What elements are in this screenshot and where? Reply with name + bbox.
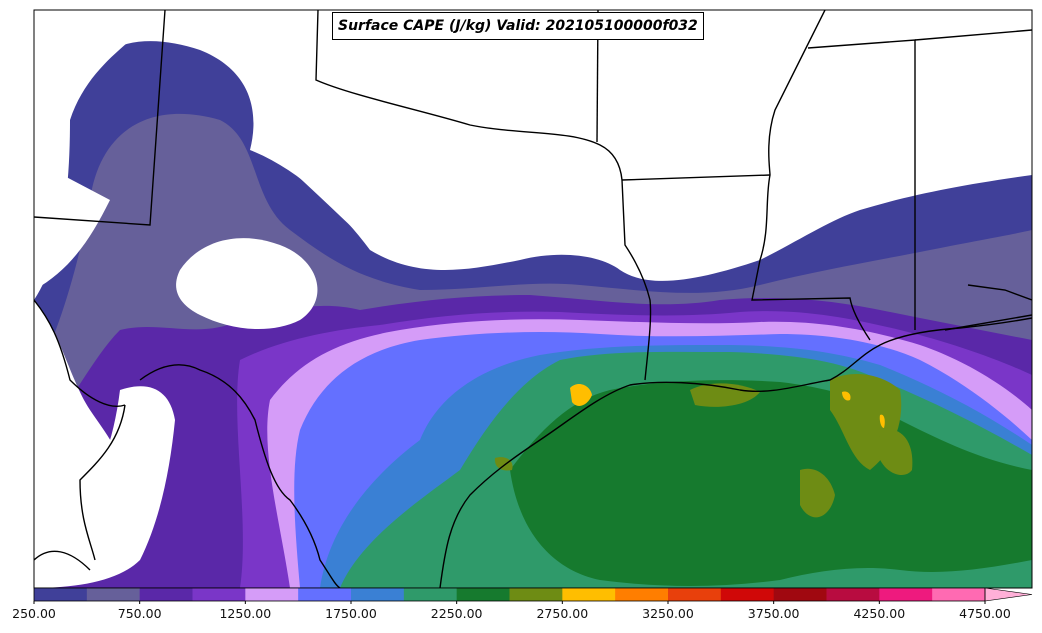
colorbar-tick-label: 4750.00	[959, 606, 1011, 621]
colorbar-tick-label: 4250.00	[853, 606, 906, 621]
cape-band-2500	[494, 457, 513, 471]
state-line-ar-la	[621, 174, 771, 181]
state-line-tx-ok	[34, 10, 166, 226]
state-boundaries	[34, 10, 1032, 588]
state-line-al-ga	[914, 29, 1032, 41]
coastline	[439, 317, 1032, 588]
colorbar-segment	[720, 588, 775, 601]
state-line-tx-la	[621, 179, 652, 381]
cape-gap	[34, 160, 110, 290]
colorbar-segment	[615, 588, 669, 601]
colorbar-extend-triangle	[984, 587, 1033, 602]
map-title: Surface CAPE (J/kg) Valid: 202105100000f…	[332, 12, 704, 40]
colorbar-segment	[351, 588, 405, 601]
cape-band-2500	[690, 383, 760, 407]
colorbar-segment	[773, 588, 827, 601]
colorbar-segment	[298, 588, 352, 601]
colorbar-segment	[826, 588, 880, 601]
state-line-tx-ok-north	[315, 10, 623, 181]
colorbar-segment	[932, 588, 986, 601]
colorbar	[33, 587, 1033, 604]
colorbar-outline	[33, 587, 986, 602]
colorbar-segment	[192, 588, 246, 601]
colorbar-segment	[86, 588, 141, 601]
colorbar-segment	[668, 588, 722, 601]
colorbar-tick-label: 2250.00	[430, 606, 483, 621]
cape-band-2500	[878, 429, 913, 475]
state-line-fl	[967, 284, 1032, 301]
cape-band-2500	[800, 468, 835, 518]
colorbar-segment	[456, 588, 510, 601]
cape-gap	[34, 10, 160, 140]
colorbar-tick-label: 1750.00	[325, 606, 377, 621]
colorbar-segment	[562, 588, 616, 601]
cape-gap	[250, 10, 1032, 275]
cape-gap	[176, 238, 318, 330]
colorbar-tick-label: 250.00	[12, 606, 56, 621]
colorbar-segment	[879, 588, 933, 601]
colorbar-segment	[139, 588, 193, 601]
cape-band-2250	[510, 380, 1032, 586]
colorbar-segment	[403, 588, 458, 601]
colorbar-tick-label: 1250.00	[219, 606, 272, 621]
colorbar-segment	[34, 588, 88, 601]
colorbar-tick-label: 3250.00	[642, 606, 694, 621]
cape-band-2750	[570, 384, 592, 406]
cape-band-2750	[879, 414, 885, 428]
cape-band-2750	[842, 391, 851, 401]
colorbar-segment	[509, 588, 563, 601]
country-border-mx	[139, 364, 341, 588]
cape-field	[34, 10, 1032, 588]
colorbar-tick-label: 750.00	[117, 606, 162, 621]
cape-gap	[34, 386, 175, 588]
state-line-al-fl	[944, 314, 1032, 331]
state-line-ar-ms	[751, 10, 871, 341]
colorbar-tick-label: 3750.00	[747, 606, 800, 621]
mx-state-lines	[34, 299, 126, 571]
colorbar-tick-label: 2750.00	[536, 606, 589, 621]
colorbar-segment	[245, 588, 299, 601]
